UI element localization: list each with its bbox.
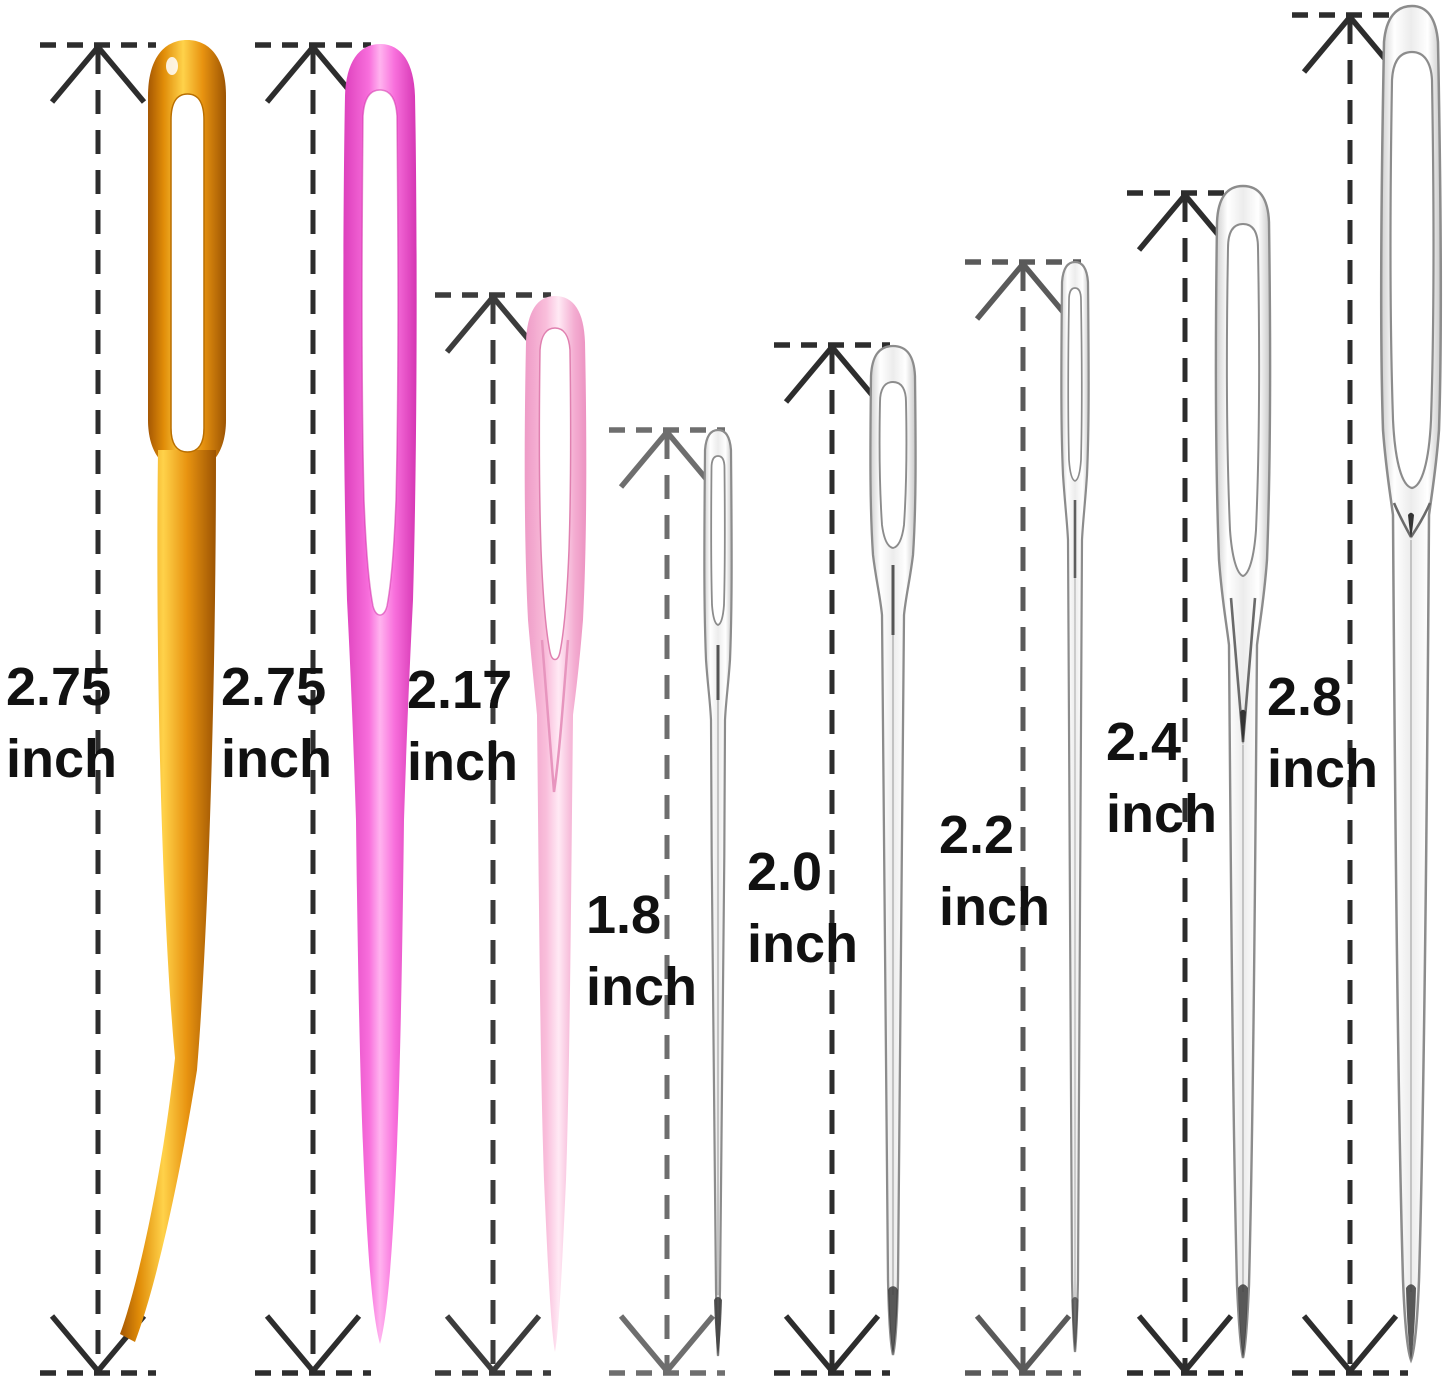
length-unit: inch (1106, 784, 1218, 844)
measurement-label-7: 2.4 inch (1106, 715, 1217, 841)
dimension-line-7 (1127, 193, 1243, 1373)
dimension-line-8 (1292, 15, 1408, 1373)
steel-needle-3 (1060, 260, 1090, 1353)
measurement-label-1: 2.75 inch (6, 660, 117, 786)
length-value: 1.8 (586, 885, 662, 945)
length-value: 2.75 (6, 657, 112, 717)
length-unit: inch (6, 729, 118, 789)
length-value: 2.8 (1267, 667, 1343, 727)
dimension-line-3 (435, 295, 551, 1373)
length-value: 2.75 (221, 657, 327, 717)
length-unit: inch (1267, 739, 1379, 799)
length-value: 2.4 (1106, 712, 1182, 772)
length-unit: inch (747, 914, 859, 974)
measurement-label-8: 2.8 inch (1267, 670, 1378, 796)
steel-needle-4 (1214, 184, 1272, 1359)
measurement-label-3: 2.17 inch (407, 663, 518, 789)
length-unit: inch (221, 729, 333, 789)
dimension-line-5 (774, 345, 890, 1373)
measurement-label-2: 2.75 inch (221, 660, 332, 786)
dimension-line-4 (609, 430, 725, 1373)
length-value: 2.0 (747, 842, 823, 902)
pink-plastic-needle (343, 44, 417, 1344)
dimension-line-2 (255, 45, 371, 1373)
light-pink-plastic-needle (524, 296, 587, 1352)
length-value: 2.2 (939, 805, 1015, 865)
steel-needle-2 (869, 344, 917, 1356)
length-unit: inch (939, 877, 1051, 937)
measurement-label-6: 2.2 inch (939, 808, 1050, 934)
length-unit: inch (586, 957, 698, 1017)
dimension-line-6 (965, 262, 1081, 1373)
gold-bent-needle (120, 40, 226, 1342)
length-unit: inch (407, 732, 519, 792)
length-value: 2.17 (407, 660, 513, 720)
measurement-label-5: 2.0 inch (747, 845, 858, 971)
steel-needle-small (703, 428, 733, 1357)
measurement-label-4: 1.8 inch (586, 888, 697, 1014)
steel-needle-large (1379, 4, 1443, 1364)
dimension-line-1 (40, 45, 156, 1373)
